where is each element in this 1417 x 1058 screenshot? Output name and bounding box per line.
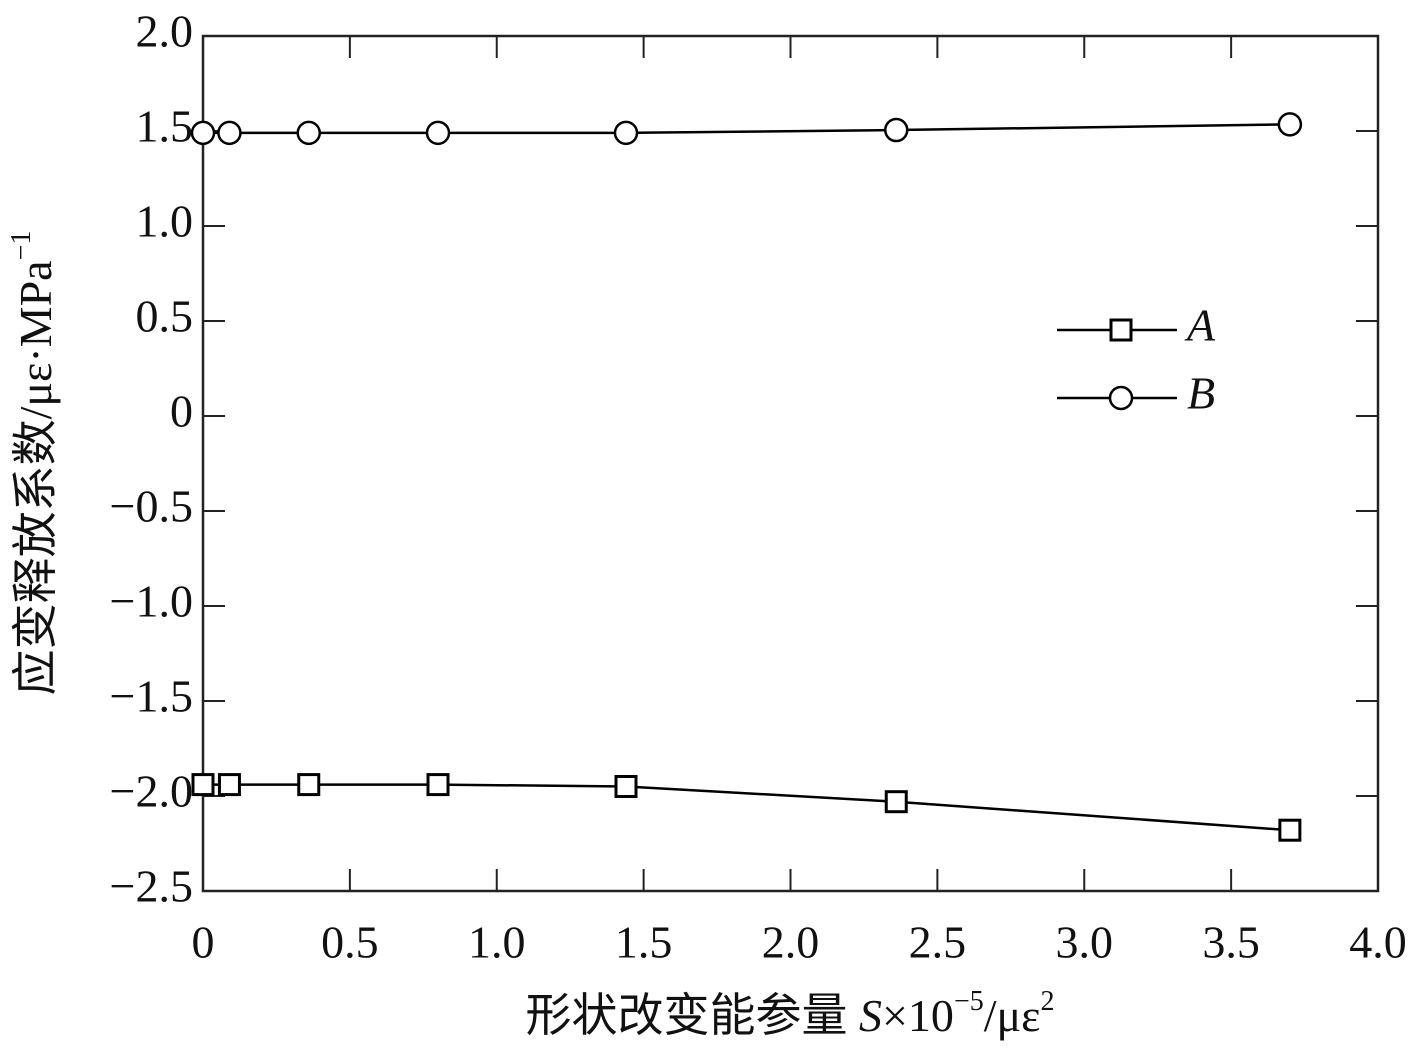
y-tick-label: −1.0	[110, 576, 193, 627]
x-axis-label: 形状改变能参量 S×10−5/με2	[525, 986, 1054, 1040]
y-tick-label: 1.0	[136, 196, 194, 247]
x-axis-label-part: 形状改变能参量	[525, 990, 859, 1041]
y-tick-label: 2.0	[136, 6, 194, 57]
y-tick-label: −1.5	[110, 671, 193, 722]
legend-marker	[1108, 385, 1134, 411]
x-tick-label: 3.0	[1056, 917, 1114, 968]
y-tick-label: 0.5	[136, 291, 194, 342]
legend-label: A	[1184, 300, 1216, 351]
x-tick-label: 3.5	[1202, 917, 1260, 968]
x-tick-label: 1.0	[468, 917, 526, 968]
x-axis-label-part: /με	[984, 990, 1041, 1041]
marker	[217, 120, 242, 146]
x-axis-label-part: S	[859, 990, 882, 1041]
x-axis-label-part: −5	[954, 986, 984, 1017]
series-line	[203, 123, 1290, 135]
marker	[296, 120, 321, 146]
x-tick-label: 2.0	[762, 917, 820, 968]
x-tick-label: 0.5	[321, 917, 379, 968]
y-tick-label: 0	[170, 386, 193, 437]
marker	[1278, 818, 1302, 842]
marker	[191, 773, 215, 797]
y-axis-label-part: −1	[6, 231, 37, 261]
y-tick-label: −2.5	[110, 861, 193, 912]
marker	[613, 120, 639, 146]
marker	[297, 773, 321, 797]
marker	[1277, 112, 1303, 137]
marker	[217, 773, 241, 797]
y-tick-label: −0.5	[110, 481, 193, 532]
x-axis-label-part: ×10	[882, 990, 954, 1041]
y-tick-label: −2.0	[110, 766, 193, 817]
x-tick-label: 0	[192, 917, 215, 968]
x-tick-label: 4.0	[1349, 917, 1407, 968]
series-line	[203, 783, 1290, 832]
marker	[425, 120, 451, 146]
legend-marker	[1109, 318, 1133, 342]
marker	[190, 120, 216, 146]
y-axis-label: 应变释放系数/με·MPa−1	[6, 231, 60, 696]
legend-label: B	[1187, 368, 1215, 419]
y-tick-label: 1.5	[136, 101, 194, 152]
x-axis-label-part: 2	[1041, 986, 1055, 1017]
y-axis-label-part: 应变释放系数/με·MPa	[10, 260, 61, 695]
marker	[614, 775, 638, 798]
x-tick-label: 1.5	[615, 917, 673, 968]
marker	[884, 117, 909, 143]
plot-frame	[201, 34, 1380, 893]
marker	[426, 773, 450, 797]
x-tick-label: 2.5	[909, 917, 967, 968]
marker	[884, 790, 908, 814]
